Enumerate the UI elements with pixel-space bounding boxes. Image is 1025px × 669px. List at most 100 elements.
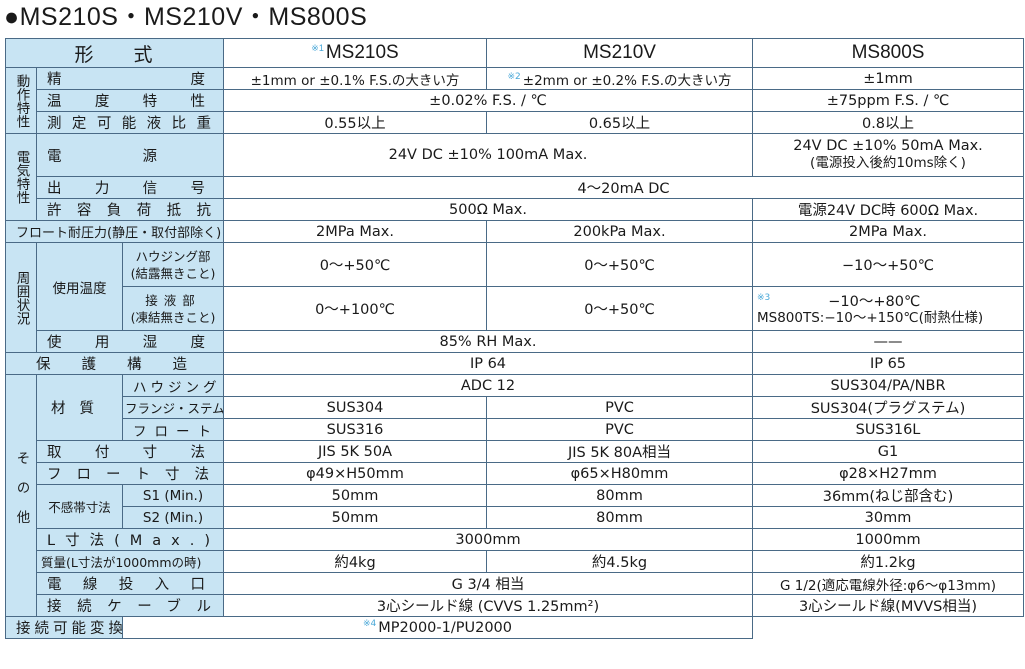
header-row: 形式 ※1 MS210S MS210V MS800S [5, 38, 1024, 68]
cell-accuracy-ms210v: ※2 ±2mm or ±0.2% F.S.の大きい方 [486, 67, 753, 90]
cell-cable-entry-ms800s: G 1/2(適応電線外径:φ6～φ13mm) [752, 572, 1024, 595]
cell-temp-housing-ms210v: 0～+50℃ [486, 242, 753, 287]
label-float-pressure: フロート耐圧力(静圧・取付部除く) [5, 220, 224, 243]
cell-deadband-s1-ms210s: 50mm [223, 484, 487, 507]
cell-temp-housing-ms210s: 0～+50℃ [223, 242, 487, 287]
cell-temp-wetted-ms210v: 0～+50℃ [486, 286, 753, 331]
cell-deadband-s2-ms210v: 80mm [486, 506, 753, 529]
cell-accuracy-ms800s: ±1mm [752, 67, 1024, 90]
cell-material-housing-ms800s: SUS304/PA/NBR [752, 374, 1024, 397]
label-protection: 保護構造 [5, 352, 224, 375]
cell-material-flange-ms210s: SUS304 [223, 396, 487, 419]
row-mounting: 取付寸法 JIS 5K 50A JIS 5K 80A相当 G1 [6, 440, 1024, 463]
label-temp-range: 使用温度 [36, 242, 123, 331]
category-other: その他 [5, 374, 37, 617]
cell-cable-ms800s: 3心シールド線(MVVS相当) [752, 594, 1024, 617]
label-power: 電源 [36, 133, 224, 177]
cell-l-size-ms800s: 1000mm [752, 528, 1024, 551]
label-cable-entry: 電線投入口 [36, 572, 224, 595]
row-float-size: フロート寸法 φ49×H50mm φ65×H80mm φ28×H27mm [6, 462, 1024, 485]
cell-temp-wetted-ms800s: ※3 −10～+80℃ MS800TS:−10～+150℃(耐熱仕様) [752, 286, 1024, 331]
row-float-pressure: フロート耐圧力(静圧・取付部除く) 2MPa Max. 200kPa Max. … [5, 220, 1024, 243]
header-ms800s: MS800S [752, 38, 1024, 68]
header-ms210s: ※1 MS210S [223, 38, 487, 68]
label-cable: 接続ケーブル [36, 594, 224, 617]
cell-float-size-ms800s: φ28×H27mm [752, 462, 1024, 485]
row-temp-housing: 周囲状況 使用温度 ハウジング部 (結露無きこと) 0～+50℃ 0～+50℃ −… [5, 242, 1024, 353]
row-deadband-s2: S2 (Min.) 50mm 80mm 30mm [6, 506, 1024, 529]
category-electrical: 電気特性 [5, 133, 37, 221]
row-cable-entry: 電線投入口 G 3/4 相当 G 1/2(適応電線外径:φ6～φ13mm) [6, 572, 1024, 595]
cell-humidity-ms800s: —— [752, 330, 1024, 353]
cell-deadband-s1-ms210v: 80mm [486, 484, 753, 507]
cell-power-ms210: 24V DC ±10% 100mA Max. [223, 133, 753, 177]
row-cable: 接続ケーブル 3心シールド線 (CVVS 1.25mm²) 3心シールド線(MV… [6, 594, 1024, 617]
row-protection: 保護構造 IP 64 IP 65 [5, 352, 1024, 375]
cell-float-size-ms210s: φ49×H50mm [223, 462, 487, 485]
note-3: ※3 [757, 292, 771, 303]
cell-mass-ms800s: 約1.2kg [752, 550, 1024, 573]
row-temp-char: 温度特性 ±0.02% F.S. / ℃ ±75ppm F.S. / ℃ [6, 89, 1024, 112]
header-ms210v: MS210V [486, 38, 753, 68]
row-power: 電気特性 電源 24V DC ±10% 100mA Max. 24V DC ±1… [5, 133, 1024, 221]
cell-deadband-s2-ms210s: 50mm [223, 506, 487, 529]
label-float-size: フロート寸法 [36, 462, 224, 485]
row-mass: 質量(L寸法が1000mmの時) 約4kg 約4.5kg 約1.2kg [6, 550, 1024, 573]
cell-material-flange-ms800s: SUS304(プラグステム) [752, 396, 1024, 419]
label-material: 材質 [36, 374, 123, 441]
cell-temp-char-ms800s: ±75ppm F.S. / ℃ [752, 89, 1024, 112]
row-l-size: L寸法(Max.) 3000mm 1000mm [6, 528, 1024, 551]
cell-humidity-ms210: 85% RH Max. [223, 330, 753, 353]
label-humidity: 使用湿度 [36, 330, 224, 353]
cell-load-ms800s: 電源24V DC時 600Ω Max. [752, 198, 1024, 221]
page-title: ●MS210S・MS210V・MS800S [4, 3, 368, 31]
cell-cable-entry-ms210: G 3/4 相当 [223, 572, 753, 595]
cell-float-pressure-ms800s: 2MPa Max. [752, 220, 1024, 243]
cell-temp-wetted-ms210s: 0～+100℃ [223, 286, 487, 331]
note-2: ※2 [507, 72, 521, 82]
label-material-flange: フランジ・ステム [122, 396, 224, 419]
cell-mounting-ms210s: JIS 5K 50A [223, 440, 487, 463]
cell-output-all: 4～20mA DC [223, 176, 1024, 199]
row-gravity: 測定可能液比重 0.55以上 0.65以上 0.8以上 [6, 111, 1024, 134]
label-converter: 接続可能変換器 [5, 616, 123, 639]
cell-mass-ms210v: 約4.5kg [486, 550, 753, 573]
label-output: 出力信号 [36, 176, 224, 199]
cell-deadband-s1-ms800s: 36mm(ねじ部含む) [752, 484, 1024, 507]
label-load: 許容負荷抵抗 [36, 198, 224, 221]
row-material-flange: フランジ・ステム SUS304 PVC SUS304(プラグステム) [6, 396, 1024, 419]
cell-accuracy-ms210s: ±1mm or ±0.1% F.S.の大きい方 [223, 67, 487, 90]
row-output: 出力信号 4～20mA DC [6, 176, 1024, 199]
cell-mounting-ms800s: G1 [752, 440, 1024, 463]
cell-material-flange-ms210v: PVC [486, 396, 753, 419]
row-material-housing: その他 材質 ハウジング ADC 12 SUS304/PA/NBR [5, 374, 1024, 617]
label-deadband-s1: S1 (Min.) [122, 484, 224, 507]
cell-protection-ms210: IP 64 [223, 352, 753, 375]
cell-protection-ms800s: IP 65 [752, 352, 1024, 375]
cell-gravity-ms210s: 0.55以上 [223, 111, 487, 134]
note-1: ※1 [311, 42, 324, 53]
row-accuracy: 動作特性 精度 ±1mm or ±0.1% F.S.の大きい方 ※2 ±2mm o… [5, 67, 1024, 134]
label-mass: 質量(L寸法が1000mmの時) [36, 550, 224, 573]
row-deadband-s1: 不感帯寸法 S1 (Min.) 50mm 80mm 36mm(ねじ部含む) [6, 484, 1024, 529]
cell-gravity-ms210v: 0.65以上 [486, 111, 753, 134]
cell-float-size-ms210v: φ65×H80mm [486, 462, 753, 485]
cell-material-float-ms210s: SUS316 [223, 418, 487, 441]
row-material-float: フロート SUS316 PVC SUS316L [6, 418, 1024, 441]
cell-material-float-ms800s: SUS316L [752, 418, 1024, 441]
cell-float-pressure-ms210s: 2MPa Max. [223, 220, 487, 243]
label-deadband: 不感帯寸法 [36, 484, 123, 529]
label-temp-housing: ハウジング部 (結露無きこと) [122, 242, 224, 287]
cell-temp-housing-ms800s: −10～+50℃ [752, 242, 1024, 287]
label-temp-wetted: 接液部 (凍結無きこと) [122, 286, 224, 331]
cell-deadband-s2-ms800s: 30mm [752, 506, 1024, 529]
cell-temp-char-ms210: ±0.02% F.S. / ℃ [223, 89, 753, 112]
label-material-float: フロート [122, 418, 224, 441]
category-environment: 周囲状況 [5, 242, 37, 353]
cell-mounting-ms210v: JIS 5K 80A相当 [486, 440, 753, 463]
cell-power-ms800s: 24V DC ±10% 50mA Max. (電源投入後約10ms除く) [752, 133, 1024, 177]
row-load: 許容負荷抵抗 500Ω Max. 電源24V DC時 600Ω Max. [6, 198, 1024, 221]
label-gravity: 測定可能液比重 [36, 111, 224, 134]
label-material-housing: ハウジング [122, 374, 224, 397]
